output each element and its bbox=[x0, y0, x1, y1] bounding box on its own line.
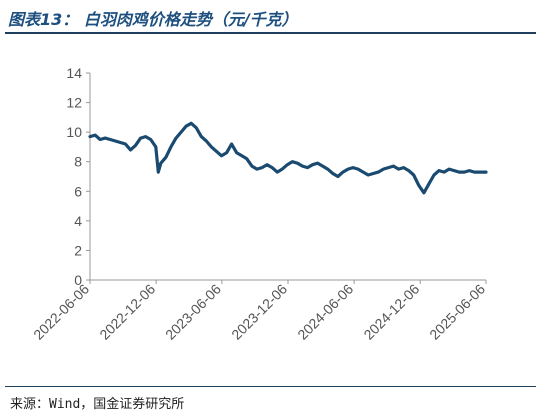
source-note: 来源：Wind，国金证券研究所 bbox=[10, 397, 185, 412]
figure-title: 图表13： 白羽肉鸡价格走势（元/千克） bbox=[8, 10, 298, 29]
top-rule bbox=[5, 32, 536, 34]
y-tick-label: 6 bbox=[74, 183, 82, 199]
x-tick-label: 2025-06-06 bbox=[426, 281, 488, 343]
y-tick-label: 14 bbox=[66, 65, 82, 81]
plot-area bbox=[88, 121, 488, 195]
price-line-chart: 0 2 4 6 8 10 12 14 2022-06-06 2022-12-06 2023-06-… bbox=[30, 65, 488, 343]
y-tick-label: 8 bbox=[74, 154, 82, 170]
series-line bbox=[88, 121, 488, 195]
bottom-rule bbox=[5, 386, 536, 387]
y-tick-label: 4 bbox=[74, 213, 82, 229]
x-tick-label: 2023-12-06 bbox=[228, 281, 290, 343]
y-tick-label: 2 bbox=[74, 242, 82, 258]
x-axis: 2022-06-06 2022-12-06 2023-06-06 2023-12-06… bbox=[30, 279, 488, 343]
x-tick-label: 2023-06-06 bbox=[162, 281, 224, 343]
y-tick-label: 0 bbox=[74, 272, 82, 288]
title-row: 图表13： 白羽肉鸡价格走势（元/千克） bbox=[0, 0, 541, 34]
y-axis: 0 2 4 6 8 10 12 14 bbox=[66, 65, 91, 288]
x-tick-label: 2022-06-06 bbox=[30, 281, 92, 343]
x-tick-label: 2024-12-06 bbox=[360, 281, 422, 343]
x-tick-label: 2024-06-06 bbox=[294, 281, 356, 343]
x-tick-label: 2022-12-06 bbox=[96, 281, 158, 343]
y-tick-label: 10 bbox=[66, 124, 82, 140]
y-tick-label: 12 bbox=[66, 95, 82, 111]
